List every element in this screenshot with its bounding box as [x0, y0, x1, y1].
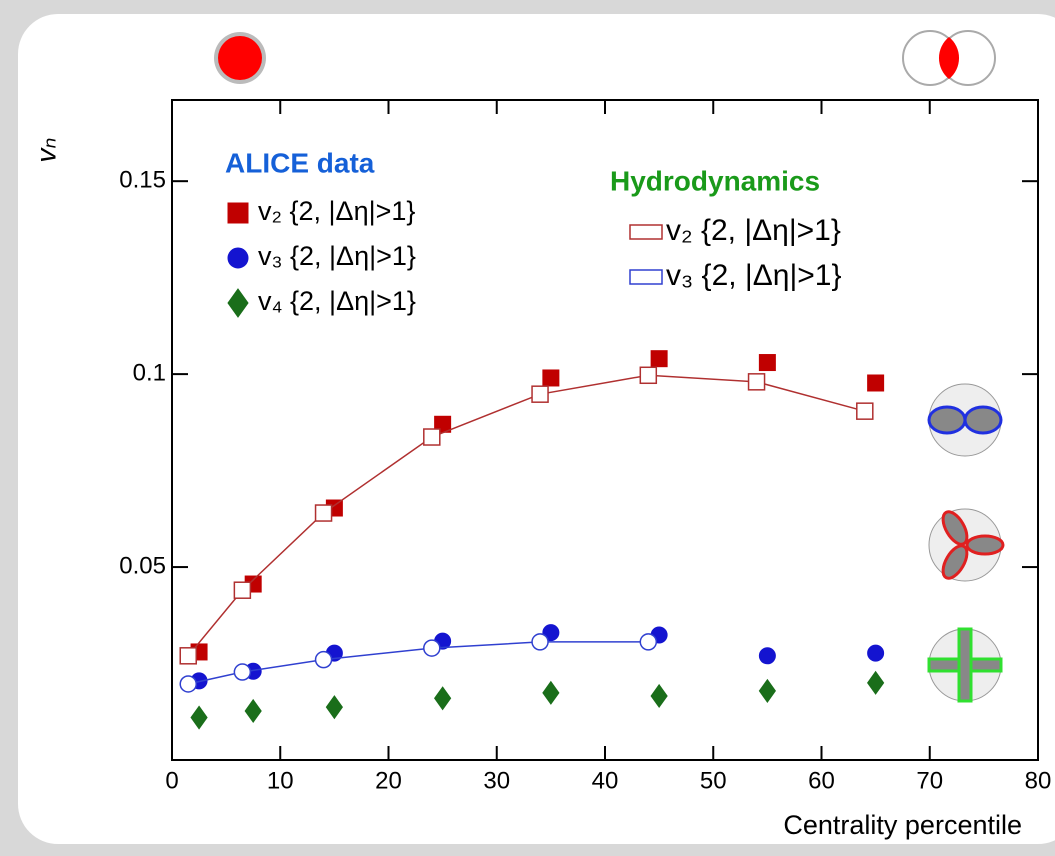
icon-central [218, 36, 262, 80]
x-tick-label: 40 [592, 767, 619, 794]
series-line [187, 374, 865, 657]
card [18, 14, 1055, 844]
square-marker [542, 369, 560, 387]
x-tick-label: 60 [808, 767, 835, 794]
square-marker [531, 385, 549, 403]
x-tick-label: 30 [483, 767, 510, 794]
square-marker [233, 581, 252, 599]
polar-lobe [963, 405, 1003, 435]
circle-marker [758, 647, 776, 665]
polar-lobe [941, 544, 969, 580]
x-tick-label: 0 [165, 767, 178, 794]
diamond-marker [244, 698, 262, 724]
y-tick-label: 0.15 [119, 167, 166, 194]
legend-marker [629, 269, 663, 285]
legend-label: v₃ {2, |Δη|>1} [666, 259, 841, 292]
x-tick-label: 70 [916, 767, 943, 794]
legend-marker [227, 202, 249, 224]
circle-marker [867, 644, 885, 662]
polar-lobe [941, 510, 969, 546]
x-tick-label: 20 [375, 767, 402, 794]
y-tick-label: 0.1 [133, 359, 166, 386]
circle-marker [531, 633, 549, 651]
legend-title: Hydrodynamics [610, 165, 820, 196]
polar-lobe [957, 627, 973, 703]
x-tick-label: 50 [700, 767, 727, 794]
square-marker [314, 504, 333, 522]
x-tick-label: 80 [1025, 767, 1052, 794]
circle-marker [314, 650, 333, 669]
square-marker [747, 373, 766, 391]
polar-lobe [927, 405, 967, 435]
series-line [188, 641, 649, 685]
icon-overlap [938, 37, 960, 79]
y-tick-label: 0.05 [119, 552, 166, 579]
legend-marker [629, 224, 663, 240]
square-marker [856, 402, 874, 420]
square-marker [867, 374, 885, 392]
legend-label: v₄ {2, |Δη|>1} [258, 286, 416, 316]
diamond-marker [190, 705, 208, 730]
legend-label: v₂ {2, |Δη|>1} [666, 214, 841, 247]
circle-marker [423, 639, 441, 657]
legend-label: v₂ {2, |Δη|>1} [258, 196, 415, 226]
legend-marker [227, 247, 249, 269]
legend-marker [227, 288, 249, 318]
top-icons [214, 30, 996, 86]
diamond-marker [650, 683, 668, 709]
square-marker [423, 428, 441, 446]
circle-marker [233, 663, 252, 681]
square-marker [650, 350, 668, 368]
square-marker [639, 366, 658, 385]
square-marker [179, 647, 197, 665]
circle-marker [179, 675, 197, 693]
legend-label: v₃ {2, |Δη|>1} [258, 241, 416, 271]
diamond-marker [758, 678, 776, 703]
polar-lobe [965, 534, 1005, 556]
circle-marker [639, 633, 658, 651]
diamond-marker [325, 695, 343, 720]
diamond-marker [434, 686, 452, 711]
square-marker [758, 354, 776, 372]
x-tick-label: 10 [267, 767, 294, 794]
legend-title: ALICE data [225, 147, 375, 178]
diamond-marker [542, 680, 560, 705]
y-axis-label: vₙ [30, 137, 61, 162]
diamond-marker [867, 670, 885, 695]
x-axis-label: Centrality percentile [783, 810, 1022, 840]
polar-icons [927, 383, 1005, 703]
